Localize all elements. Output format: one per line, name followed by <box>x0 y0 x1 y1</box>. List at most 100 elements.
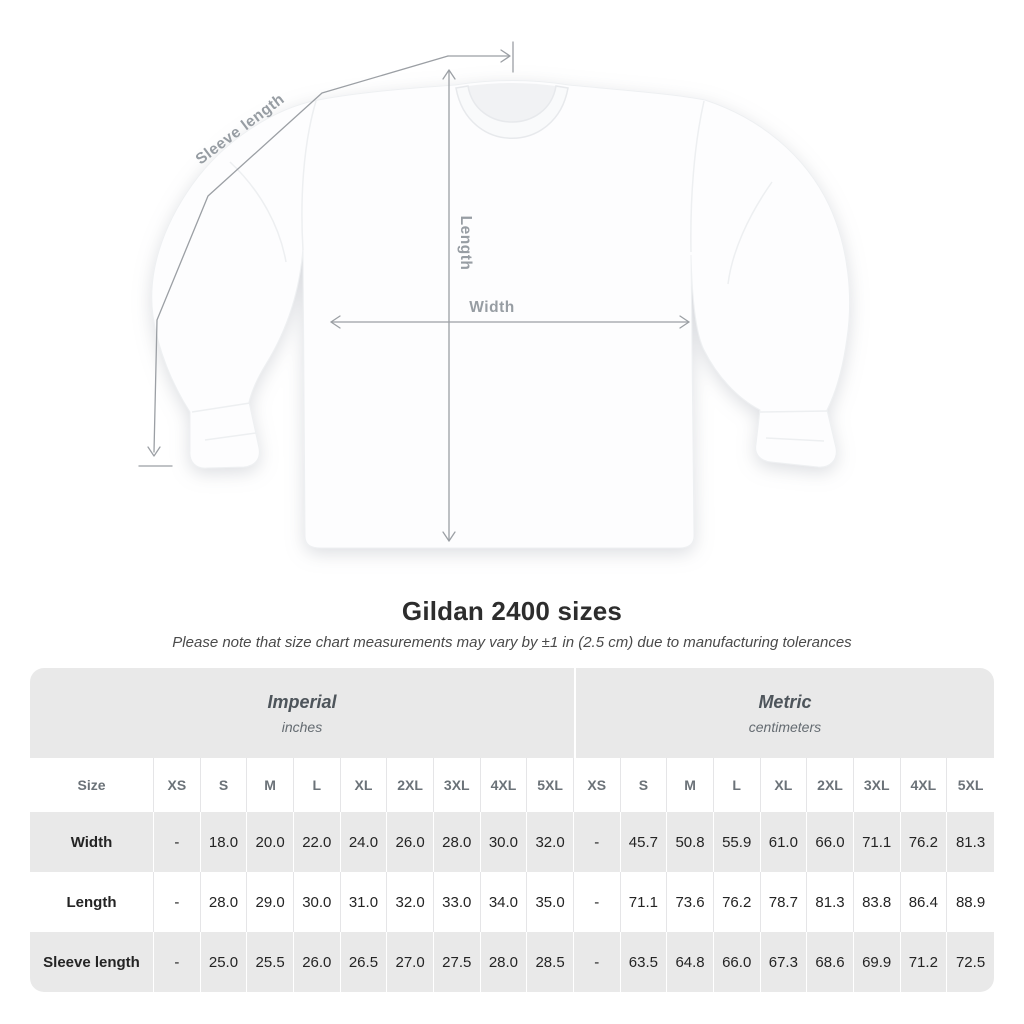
value-cell: 81.3 <box>947 812 994 872</box>
row-label: Width <box>30 812 154 872</box>
collar-band <box>455 85 569 139</box>
collar-opening <box>468 83 556 122</box>
imperial-label: Imperial <box>267 691 337 712</box>
value-cell: 76.2 <box>713 872 761 932</box>
length-label: Length <box>457 216 474 271</box>
value-cell: 64.8 <box>667 932 714 992</box>
value-cell: - <box>573 872 621 932</box>
size-header-metric-s: S <box>620 758 668 812</box>
size-header-metric-3xl: 3XL <box>853 758 901 812</box>
imperial-band: Imperial inches <box>30 668 574 758</box>
size-header-imperial-3xl: 3XL <box>433 758 481 812</box>
measurement-lines <box>138 41 690 542</box>
sleeve-length-measure <box>138 41 514 467</box>
value-cell: 26.5 <box>340 932 388 992</box>
row-label: Sleeve length <box>30 932 154 992</box>
value-cell: 72.5 <box>947 932 994 992</box>
value-cell: 30.0 <box>293 872 341 932</box>
size-header-metric-l: L <box>713 758 761 812</box>
size-header-imperial-l: L <box>293 758 341 812</box>
size-table: Imperial inches Metric centimeters Size … <box>30 668 994 992</box>
size-header-metric-xl: XL <box>760 758 808 812</box>
value-cell: - <box>573 812 621 872</box>
length-measure <box>442 69 456 542</box>
imperial-unit-label: inches <box>281 718 323 735</box>
value-cell: 26.0 <box>387 812 434 872</box>
unit-band-row: Imperial inches Metric centimeters <box>30 668 994 758</box>
value-cell: 55.9 <box>713 812 761 872</box>
value-cell: 26.0 <box>293 932 341 992</box>
table-row-length: Length -28.0 29.0 30.0 31.0 32.0 33.0 34.0 35.0-… <box>30 872 994 932</box>
size-header-metric-2xl: 2XL <box>807 758 854 812</box>
value-cell: 71.1 <box>620 872 668 932</box>
size-column-header: Size <box>30 758 154 812</box>
size-table-body: Imperial inches Metric centimeters Size … <box>30 668 994 992</box>
size-header-imperial-xs: XS <box>154 758 201 812</box>
value-cell: 66.0 <box>807 812 854 872</box>
value-cell: 33.0 <box>433 872 481 932</box>
size-header-row: Size XS S M L XL 2XL 3XL 4XL 5XL XS S M L XL 2XL 3XL 4XL… <box>30 758 994 812</box>
table-row-width: Width -18.0 20.0 22.0 24.0 26.0 28.0 30.0 32.0-4… <box>30 812 994 872</box>
size-header-metric-5xl: 5XL <box>947 758 994 812</box>
table-row-sleeve-length: Sleeve length -25.0 25.5 26.0 26.5 27.0 27.5 28… <box>30 932 994 992</box>
size-header-metric-xs: XS <box>573 758 621 812</box>
metric-band: Metric centimeters <box>573 668 994 758</box>
value-cell: 32.0 <box>387 872 434 932</box>
size-header-metric-4xl: 4XL <box>900 758 948 812</box>
value-cell: 69.9 <box>853 932 901 992</box>
value-cell: - <box>154 812 201 872</box>
value-cell: 25.5 <box>247 932 294 992</box>
value-cell: 27.5 <box>433 932 481 992</box>
shirt-illustration <box>151 80 851 549</box>
width-measure <box>330 315 690 329</box>
value-cell: 25.0 <box>200 932 248 992</box>
metric-unit-label: centimeters <box>748 718 822 735</box>
shirt-diagram-svg: Sleeve length Length Width <box>138 41 851 549</box>
value-cell: 32.0 <box>527 812 574 872</box>
size-header-imperial-2xl: 2XL <box>387 758 434 812</box>
size-table-container: Imperial inches Metric centimeters Size … <box>30 668 994 992</box>
value-cell: 88.9 <box>947 872 994 932</box>
page-subtitle: Please note that size chart measurements… <box>172 634 852 651</box>
shirt-diagram: Sleeve length Length Width <box>138 41 851 549</box>
value-cell: 78.7 <box>760 872 808 932</box>
value-cell: 34.0 <box>480 872 528 932</box>
value-cell: 27.0 <box>387 932 434 992</box>
value-cell: 61.0 <box>760 812 808 872</box>
value-cell: 76.2 <box>900 812 948 872</box>
value-cell: - <box>154 872 201 932</box>
value-cell: 86.4 <box>900 872 948 932</box>
size-header-imperial-5xl: 5XL <box>527 758 574 812</box>
value-cell: 28.0 <box>200 872 248 932</box>
metric-label: Metric <box>758 691 812 712</box>
shirt-seams <box>191 100 829 442</box>
size-header-imperial-4xl: 4XL <box>480 758 528 812</box>
value-cell: 67.3 <box>760 932 808 992</box>
value-cell: 71.1 <box>853 812 901 872</box>
value-cell: 73.6 <box>667 872 714 932</box>
value-cell: 81.3 <box>807 872 854 932</box>
value-cell: - <box>573 932 621 992</box>
title-block: Gildan 2400 sizes Please note that size … <box>0 596 1024 651</box>
value-cell: 24.0 <box>340 812 388 872</box>
value-cell: 28.0 <box>480 932 528 992</box>
value-cell: 28.5 <box>527 932 574 992</box>
size-header-imperial-m: M <box>247 758 294 812</box>
size-header-imperial-s: S <box>200 758 248 812</box>
value-cell: 66.0 <box>713 932 761 992</box>
value-cell: 35.0 <box>527 872 574 932</box>
value-cell: 22.0 <box>293 812 341 872</box>
value-cell: 71.2 <box>900 932 948 992</box>
value-cell: 29.0 <box>247 872 294 932</box>
value-cell: 18.0 <box>200 812 248 872</box>
width-label: Width <box>469 299 514 316</box>
size-header-imperial-xl: XL <box>340 758 388 812</box>
value-cell: 31.0 <box>340 872 388 932</box>
size-header-metric-m: M <box>667 758 714 812</box>
shirt-body <box>151 80 851 549</box>
value-cell: 30.0 <box>480 812 528 872</box>
value-cell: 83.8 <box>853 872 901 932</box>
value-cell: 45.7 <box>620 812 668 872</box>
value-cell: - <box>154 932 201 992</box>
